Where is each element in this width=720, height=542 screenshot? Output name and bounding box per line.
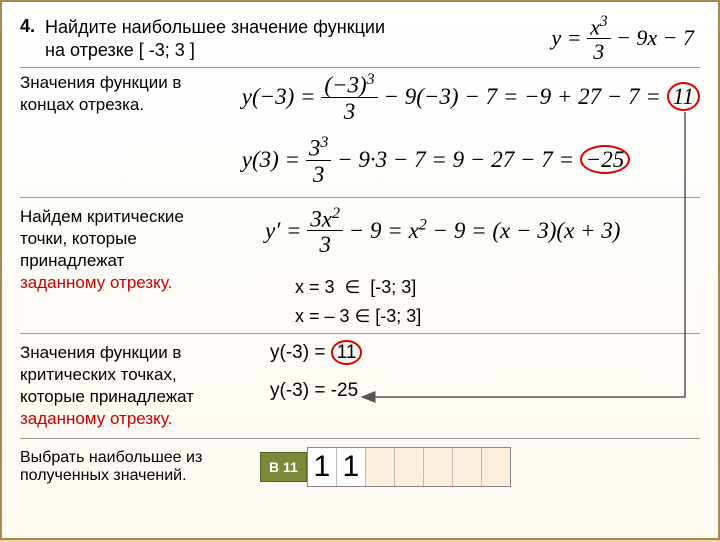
- section-critical: Найдем критические точки, которые принад…: [20, 197, 700, 327]
- s1l2: концах отрезка.: [20, 95, 144, 114]
- answer-box: В 11 1 1: [260, 447, 511, 487]
- s2l3: принадлежат: [20, 251, 124, 270]
- cell-4: [424, 448, 453, 486]
- eq-y-minus3: y(−3) = (−3)3 3 − 9(−3) − 7 = −9 + 27 − 7…: [242, 72, 700, 125]
- eq1-fd: 3: [321, 98, 377, 126]
- x1: x = 3: [295, 277, 335, 297]
- cell-1: 1: [337, 448, 366, 486]
- eq1-mid: − 9(−3) − 7 = −9 + 27 − 7 =: [383, 84, 660, 109]
- y-eq: y =: [551, 25, 581, 50]
- values-math: y(-3) = 11 y(-3) = -25: [230, 342, 700, 430]
- s2l2: точки, которые: [20, 229, 137, 248]
- footer: Выбрать наибольшее из полученных значени…: [20, 438, 700, 487]
- task-line1: Найдите наибольшее значение функции: [45, 17, 385, 37]
- s1l1: Значения функции в: [20, 73, 181, 92]
- eq2-mid: − 9·3 − 7 = 9 − 27 − 7 =: [337, 147, 574, 172]
- v1-lhs: y(-3) =: [270, 342, 325, 363]
- eq2-fn: 3: [309, 136, 321, 161]
- eq-y-3: y(3) = 333 − 9·3 − 7 = 9 − 27 − 7 = −25: [242, 135, 700, 188]
- eq2-fd: 3: [306, 161, 332, 189]
- footer-label: Выбрать наибольшее из полученных значени…: [20, 449, 240, 485]
- main-formula: y = x3 3 − 9x − 7: [551, 14, 694, 66]
- s2l1: Найдем критические: [20, 207, 184, 226]
- x2-int: [-3; 3]: [375, 306, 421, 326]
- eq1-fp: 3: [367, 71, 375, 88]
- v2-lhs: y(-3) =: [270, 380, 325, 401]
- mf-pow: 3: [600, 13, 608, 30]
- eq1-result: 11: [667, 82, 700, 111]
- s3l3: которые принадлежат: [20, 387, 194, 406]
- endpoints-math: y(−3) = (−3)33 − 9(−3) − 7 = −9 + 27 − 7…: [202, 72, 700, 189]
- answer-cells: 1 1: [307, 447, 511, 487]
- endpoints-label: Значения функции в концах отрезка.: [20, 72, 202, 189]
- slide: 4. Найдите наибольшее значение функции н…: [0, 0, 720, 540]
- cell-5: [453, 448, 482, 486]
- d-mp: 2: [419, 216, 427, 233]
- values-label: Значения функции в критических точках, к…: [20, 342, 230, 430]
- element-of-icon-2: ∈: [355, 306, 371, 326]
- val1: y(-3) = 11: [270, 342, 700, 364]
- eq1-lhs: y(−3) =: [242, 84, 316, 109]
- v1-val: 11: [331, 340, 363, 365]
- answer-label: В 11: [260, 452, 307, 482]
- critical-label: Найдем критические точки, которые принад…: [20, 206, 215, 327]
- crit-x1: x = 3 ∈ [-3; 3]: [295, 277, 700, 298]
- x1-int: [-3; 3]: [370, 277, 416, 297]
- main-frac: x3 3: [587, 14, 610, 66]
- element-of-icon: ∈: [345, 277, 361, 297]
- d-fn: 3x: [310, 206, 332, 231]
- task-number: 4.: [20, 16, 35, 37]
- eq1-fn: (−3): [324, 73, 366, 98]
- cell-0: 1: [308, 448, 337, 486]
- d-fd: 3: [307, 231, 343, 259]
- d-tail: − 9 = (x − 3)(x + 3): [433, 217, 621, 242]
- d-mid: − 9 = x: [349, 217, 419, 242]
- eq2-fp: 3: [320, 134, 328, 151]
- cell-2: [366, 448, 395, 486]
- eq2-result: −25: [580, 145, 631, 174]
- cell-6: [482, 448, 510, 486]
- v2-val: -25: [331, 380, 358, 401]
- cell-3: [395, 448, 424, 486]
- d-lhs: y′ =: [265, 217, 302, 242]
- s3l2: критических точках,: [20, 365, 177, 384]
- fl1: Выбрать наибольшее из: [20, 449, 202, 466]
- eq2-lhs: y(3) =: [242, 147, 300, 172]
- derivative: y′ = 3x23 − 9 = x2 − 9 = (x − 3)(x + 3): [265, 206, 700, 259]
- mf-den: 3: [587, 39, 610, 65]
- s3l1: Значения функции в: [20, 343, 181, 362]
- task-text: Найдите наибольшее значение функции на о…: [45, 16, 385, 61]
- fl2: полученных значений.: [20, 467, 187, 484]
- task-line2: на отрезке [ -3; 3 ]: [45, 40, 195, 60]
- val2: y(-3) = -25: [270, 380, 700, 402]
- mf-tail: − 9x − 7: [616, 25, 694, 50]
- s3l4: заданному отрезку.: [20, 409, 172, 428]
- d-fp: 2: [332, 205, 340, 222]
- critical-math: y′ = 3x23 − 9 = x2 − 9 = (x − 3)(x + 3) …: [215, 206, 700, 327]
- mf-num: x: [590, 14, 600, 39]
- crit-x2: x = – 3 ∈ [-3; 3]: [295, 306, 700, 327]
- section-endpoints: Значения функции в концах отрезка. y(−3)…: [20, 67, 700, 189]
- section-values: Значения функции в критических точках, к…: [20, 333, 700, 430]
- x2: x = – 3: [295, 306, 350, 326]
- s2l4: заданному отрезку.: [20, 273, 172, 292]
